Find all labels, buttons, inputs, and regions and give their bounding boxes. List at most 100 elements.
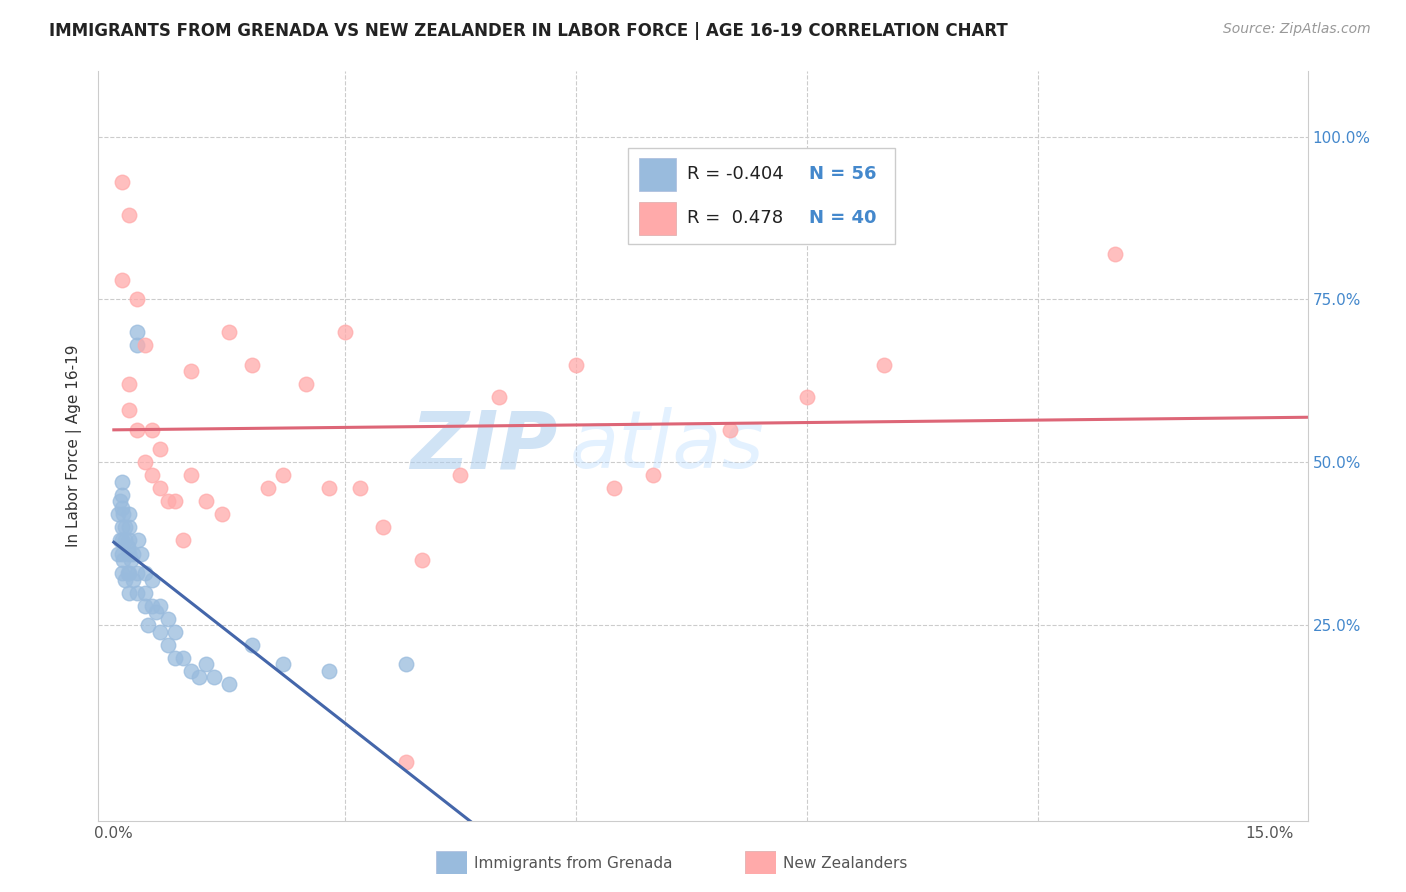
Point (718, 423, 741, 437)
Point (149, 481, 172, 495)
Point (112, 553, 135, 567)
Point (110, 273, 132, 287)
Point (187, 670, 209, 684)
Point (125, 585, 148, 599)
Point (202, 670, 225, 684)
Y-axis label: In Labor Force | Age 16-19: In Labor Force | Age 16-19 (66, 344, 83, 548)
Text: atlas: atlas (569, 407, 765, 485)
Point (349, 481, 371, 495)
Point (796, 390, 818, 404)
Point (218, 325, 240, 339)
Text: N = 56: N = 56 (810, 165, 877, 183)
Text: N = 40: N = 40 (810, 210, 877, 227)
Point (108, 533, 131, 548)
FancyBboxPatch shape (628, 148, 896, 244)
Text: Immigrants from Grenada: Immigrants from Grenada (474, 856, 672, 871)
Point (172, 533, 194, 548)
Point (395, 755, 418, 769)
Point (118, 208, 141, 222)
Point (295, 377, 318, 392)
Text: R =  0.478: R = 0.478 (686, 210, 783, 227)
Point (242, 638, 264, 652)
Point (125, 338, 148, 352)
Point (120, 553, 142, 567)
Point (138, 618, 160, 632)
Point (165, 624, 187, 639)
Point (110, 475, 132, 489)
Point (110, 547, 132, 561)
Text: IMMIGRANTS FROM GRENADA VS NEW ZEALANDER IN LABOR FORCE | AGE 16-19 CORRELATION : IMMIGRANTS FROM GRENADA VS NEW ZEALANDER… (49, 22, 1008, 40)
Text: New Zealanders: New Zealanders (783, 856, 907, 871)
Point (118, 520, 141, 534)
Point (180, 468, 202, 483)
Point (211, 508, 233, 522)
Point (118, 566, 141, 580)
Point (134, 599, 156, 613)
Point (156, 638, 179, 652)
Point (114, 573, 136, 587)
Point (110, 533, 132, 548)
Point (149, 442, 172, 457)
Point (129, 547, 152, 561)
Point (141, 468, 163, 483)
Point (149, 599, 172, 613)
Point (127, 533, 149, 548)
Point (134, 455, 156, 469)
Point (318, 664, 340, 678)
Point (156, 612, 179, 626)
Point (118, 377, 141, 392)
Point (114, 520, 136, 534)
Point (118, 508, 141, 522)
Point (141, 423, 163, 437)
Point (117, 566, 139, 580)
Point (125, 423, 148, 437)
Point (318, 481, 340, 495)
Point (141, 599, 163, 613)
Point (565, 358, 588, 372)
Point (641, 468, 664, 483)
Point (195, 657, 218, 672)
Point (122, 573, 145, 587)
Point (257, 481, 280, 495)
Point (107, 547, 129, 561)
Point (112, 508, 135, 522)
Bar (638, 202, 676, 235)
Point (125, 566, 148, 580)
Point (118, 547, 141, 561)
Point (141, 573, 163, 587)
Point (110, 520, 132, 534)
Point (118, 403, 141, 417)
Point (603, 481, 626, 495)
Point (108, 494, 131, 508)
Point (180, 364, 202, 378)
Point (145, 605, 167, 619)
Point (118, 533, 141, 548)
Point (134, 338, 156, 352)
Point (165, 494, 187, 508)
Point (118, 585, 141, 599)
Point (180, 664, 202, 678)
Point (172, 650, 194, 665)
Point (165, 650, 187, 665)
Point (110, 500, 132, 515)
Point (110, 175, 132, 189)
Point (242, 358, 264, 372)
Point (333, 325, 356, 339)
Point (218, 677, 240, 691)
Text: ZIP: ZIP (411, 407, 558, 485)
Point (125, 293, 148, 307)
Point (107, 508, 129, 522)
Point (125, 325, 148, 339)
Point (411, 553, 433, 567)
Point (271, 468, 294, 483)
Point (156, 494, 179, 508)
Point (149, 624, 172, 639)
Point (1104, 247, 1126, 261)
Point (395, 657, 418, 672)
Point (271, 657, 294, 672)
Point (117, 540, 139, 554)
Point (873, 358, 896, 372)
Text: R = -0.404: R = -0.404 (686, 165, 783, 183)
Point (114, 533, 136, 548)
Point (488, 390, 510, 404)
